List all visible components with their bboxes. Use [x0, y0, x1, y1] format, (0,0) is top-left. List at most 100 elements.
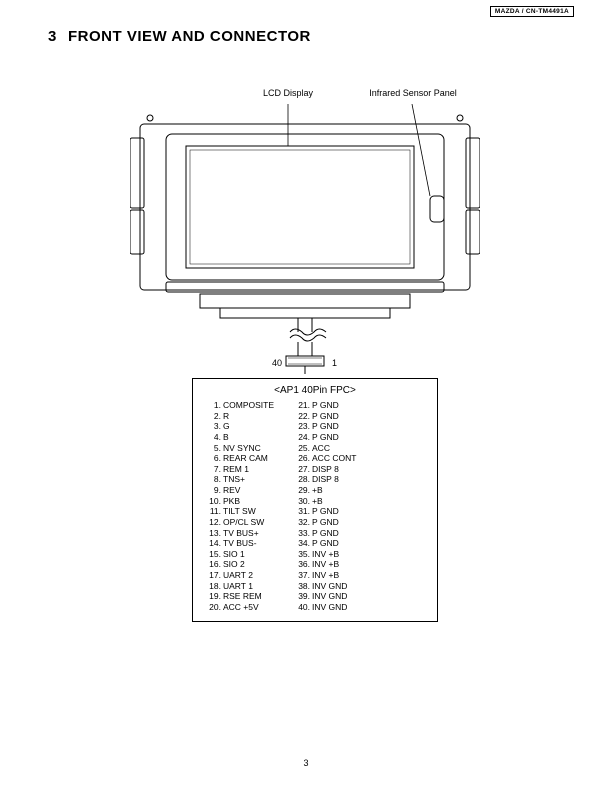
device-front-view-diagram [130, 104, 480, 374]
pin-label: P GND [312, 421, 339, 432]
pin-row: 34. P GND [292, 538, 356, 549]
pin-row: 18. UART 1 [203, 581, 274, 592]
pin-number: 10. [203, 496, 223, 507]
pin-row: 12. OP/CL SW [203, 517, 274, 528]
pin-row: 23. P GND [292, 421, 356, 432]
pin-row: 26. ACC CONT [292, 453, 356, 464]
pin-row: 19. RSE REM [203, 591, 274, 602]
pinout-box: <AP1 40Pin FPC> 1. COMPOSITE2. R3. G4. B… [192, 378, 438, 622]
pin-label: UART 2 [223, 570, 253, 581]
pin-label: TV BUS+ [223, 528, 259, 539]
pin-label: UART 1 [223, 581, 253, 592]
pin-number: 11. [203, 506, 223, 517]
pin-row: 10. PKB [203, 496, 274, 507]
pin-row: 40. INV GND [292, 602, 356, 613]
pin-row: 28. DISP 8 [292, 474, 356, 485]
pin-number: 5. [203, 443, 223, 454]
pin-row: 3. G [203, 421, 274, 432]
pin-label: DISP 8 [312, 474, 339, 485]
pin-label: ACC +5V [223, 602, 259, 613]
pin-label: B [223, 432, 229, 443]
pin-number: 8. [203, 474, 223, 485]
pin-number: 22. [292, 411, 312, 422]
pin-row: 25. ACC [292, 443, 356, 454]
callout-infrared-sensor: Infrared Sensor Panel [358, 88, 468, 98]
pin-number: 6. [203, 453, 223, 464]
pin-label: P GND [312, 538, 339, 549]
pin-number: 32. [292, 517, 312, 528]
pin-label: TILT SW [223, 506, 256, 517]
pin-label: COMPOSITE [223, 400, 274, 411]
pin-label: P GND [312, 517, 339, 528]
pin-number: 24. [292, 432, 312, 443]
pin-number: 28. [292, 474, 312, 485]
pin-label: NV SYNC [223, 443, 261, 454]
pinout-column-left: 1. COMPOSITE2. R3. G4. B5. NV SYNC6. REA… [203, 400, 274, 613]
pin-label: P GND [312, 411, 339, 422]
pin-number: 17. [203, 570, 223, 581]
pin-row: 17. UART 2 [203, 570, 274, 581]
pin-label: P GND [312, 506, 339, 517]
pin-label: SIO 1 [223, 549, 245, 560]
pin-label: R [223, 411, 229, 422]
pin-number: 20. [203, 602, 223, 613]
pin-number: 14. [203, 538, 223, 549]
pin-number: 1. [203, 400, 223, 411]
pin-label: INV GND [312, 591, 347, 602]
callout-lcd-display: LCD Display [248, 88, 328, 98]
pin-label: ACC CONT [312, 453, 356, 464]
pin-row: 39. INV GND [292, 591, 356, 602]
pin-row: 29. +B [292, 485, 356, 496]
pin-row: 27. DISP 8 [292, 464, 356, 475]
pin-number: 34. [292, 538, 312, 549]
pin-row: 33. P GND [292, 528, 356, 539]
pin-number: 33. [292, 528, 312, 539]
pin-label: REAR CAM [223, 453, 268, 464]
pin-number: 19. [203, 591, 223, 602]
pin-number: 29. [292, 485, 312, 496]
pin-number: 37. [292, 570, 312, 581]
pin-label: REM 1 [223, 464, 249, 475]
pin-number: 40. [292, 602, 312, 613]
pinout-column-right: 21. P GND22. P GND23. P GND24. P GND25. … [292, 400, 356, 613]
pin-row: 6. REAR CAM [203, 453, 274, 464]
pin-label: +B [312, 496, 323, 507]
pin-label: INV GND [312, 581, 347, 592]
connector-pin-40-label: 40 [272, 358, 282, 368]
section-number: 3 [48, 28, 56, 45]
pin-label: ACC [312, 443, 330, 454]
pin-label: INV +B [312, 570, 339, 581]
pin-label: INV +B [312, 549, 339, 560]
pin-number: 15. [203, 549, 223, 560]
pin-number: 27. [292, 464, 312, 475]
pin-number: 12. [203, 517, 223, 528]
pin-number: 21. [292, 400, 312, 411]
pin-number: 16. [203, 559, 223, 570]
pin-row: 1. COMPOSITE [203, 400, 274, 411]
pin-row: 4. B [203, 432, 274, 443]
pin-label: RSE REM [223, 591, 262, 602]
page-number: 3 [0, 758, 612, 768]
pin-row: 30. +B [292, 496, 356, 507]
pin-label: TV BUS- [223, 538, 257, 549]
pin-number: 35. [292, 549, 312, 560]
pin-row: 35. INV +B [292, 549, 356, 560]
pin-label: INV +B [312, 559, 339, 570]
pin-number: 13. [203, 528, 223, 539]
pin-label: P GND [312, 400, 339, 411]
pin-number: 31. [292, 506, 312, 517]
section-title: FRONT VIEW AND CONNECTOR [68, 28, 311, 45]
pin-number: 30. [292, 496, 312, 507]
pin-row: 21. P GND [292, 400, 356, 411]
pin-number: 38. [292, 581, 312, 592]
pin-row: 38. INV GND [292, 581, 356, 592]
pin-label: TNS+ [223, 474, 245, 485]
pin-row: 14. TV BUS- [203, 538, 274, 549]
pin-number: 4. [203, 432, 223, 443]
pin-row: 9. REV [203, 485, 274, 496]
pin-label: PKB [223, 496, 240, 507]
pin-label: DISP 8 [312, 464, 339, 475]
pin-row: 8. TNS+ [203, 474, 274, 485]
pin-number: 23. [292, 421, 312, 432]
pin-label: P GND [312, 432, 339, 443]
